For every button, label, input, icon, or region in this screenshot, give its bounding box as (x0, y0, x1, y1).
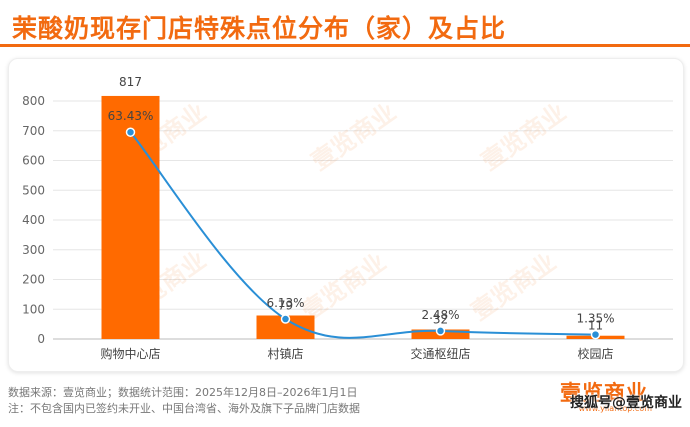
share-point-0 (125, 127, 136, 137)
y-tick-label: 600 (22, 154, 45, 168)
y-tick-label: 300 (22, 243, 45, 257)
bar-value-label: 817 (119, 75, 142, 89)
bar-value-label: 32 (433, 312, 448, 326)
page-title: 茉酸奶现存门店特殊点位分布（家）及占比 (12, 14, 507, 43)
share-label: 1.35% (576, 312, 614, 326)
title-underline (0, 44, 690, 47)
watermark-text: 壹览商业 (476, 98, 571, 176)
brand-url: www.yilantop.com (578, 404, 652, 413)
y-tick-label: 500 (22, 183, 45, 197)
y-tick-label: 200 (22, 273, 45, 287)
share-label: 6.13% (266, 296, 304, 310)
chart-panel: 0 100 200 300 400 500 600 700 800 壹览商业 壹览商业 壹览商业 壹览商… (8, 58, 684, 372)
x-tick-label: 村镇店 (267, 347, 303, 361)
share-point-2 (435, 326, 446, 336)
x-tick-label: 购物中心店 (100, 346, 160, 361)
bar-1 (256, 315, 315, 339)
share-point-3 (590, 329, 601, 340)
data-source-note: 数据来源：壹览商业；数据统计范围：2025年12月8日–2026年1月1日 (8, 386, 358, 399)
x-tick-label: 校园店 (577, 346, 613, 361)
share-label: 2.48% (421, 308, 459, 322)
y-tick-label: 100 (22, 302, 45, 316)
sohu-badge: 搜狐号@壹览商业 (570, 395, 682, 411)
watermark-text: 壹览商业 (306, 98, 401, 176)
y-tick-label: 800 (22, 94, 45, 108)
watermark-text: 壹览商业 (466, 248, 561, 326)
exclusion-note: 注：不包含国内已签约未开业、中国台湾省、海外及旗下子品牌门店数据 (8, 402, 360, 415)
y-tick-label: 0 (37, 332, 45, 346)
share-point-1 (280, 314, 291, 324)
x-tick-label: 交通枢纽店 (410, 346, 470, 361)
share-line (129, 131, 596, 339)
brand-logo: 壹览商业 (560, 381, 648, 405)
bar-value-label: 79 (278, 298, 293, 312)
watermark-text: 壹览商业 (296, 248, 391, 326)
bar-value-label: 11 (588, 319, 603, 333)
share-label: 63.43% (108, 109, 154, 123)
y-tick-label: 400 (22, 213, 45, 227)
y-tick-label: 700 (22, 124, 45, 138)
